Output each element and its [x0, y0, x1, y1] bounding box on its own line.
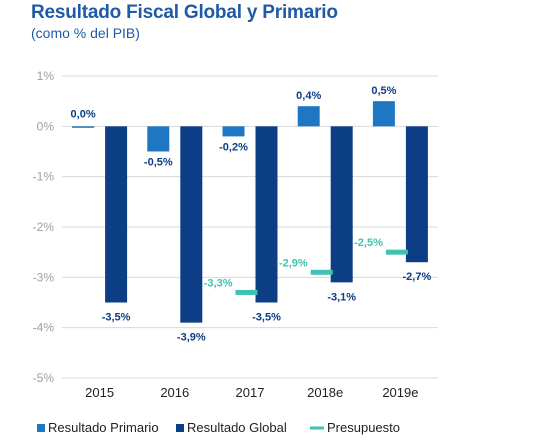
data-label-primario: 0,5%: [371, 85, 396, 97]
x-tick-label: 2017: [236, 385, 265, 400]
bar-resultado-global: [105, 126, 128, 303]
bar-resultado-primario: [372, 101, 395, 127]
marker-presupuesto: [310, 269, 333, 275]
legend-primario-label: Resultado Primario: [48, 420, 159, 435]
data-label-primario: -0,2%: [219, 141, 248, 153]
y-tick-label: 1%: [37, 69, 55, 83]
bar-resultado-global: [180, 126, 203, 323]
x-tick-label: 2018e: [307, 385, 343, 400]
bar-resultado-primario: [222, 126, 245, 137]
y-tick-label: 0%: [37, 119, 55, 133]
chart-title: Resultado Fiscal Global y Primario: [31, 2, 338, 23]
legend-global-swatch: [176, 424, 184, 432]
bar-resultado-global: [330, 126, 353, 283]
bar-resultado-primario: [297, 106, 320, 127]
data-label-presupuesto: -3,3%: [204, 277, 233, 289]
legend-presupuesto-swatch: [310, 426, 324, 430]
y-tick-label: -5%: [33, 371, 55, 385]
data-label-presupuesto: -2,9%: [279, 257, 308, 269]
x-tick-label: 2019e: [382, 385, 418, 400]
data-label-global: -3,1%: [327, 291, 356, 303]
data-label-primario: 0,0%: [71, 108, 96, 120]
y-tick-label: -2%: [33, 220, 55, 234]
chart-subtitle: (como % del PIB): [31, 25, 140, 41]
data-label-global: -3,9%: [177, 332, 206, 344]
x-tick-label: 2015: [85, 385, 114, 400]
data-label-global: -3,5%: [102, 312, 131, 324]
bar-resultado-global: [405, 126, 428, 263]
data-label-primario: 0,4%: [296, 90, 321, 102]
bar-resultado-primario: [147, 126, 170, 152]
marker-presupuesto: [385, 249, 408, 255]
data-label-presupuesto: -2,5%: [354, 237, 383, 249]
legend-presupuesto-label: Presupuesto: [327, 420, 400, 435]
data-label-global: -2,7%: [403, 271, 432, 283]
bar-resultado-primario: [72, 126, 95, 128]
y-tick-label: -4%: [33, 321, 55, 335]
bar-resultado-global: [255, 126, 278, 303]
y-tick-label: -1%: [33, 170, 55, 184]
data-label-primario: -0,5%: [144, 157, 173, 169]
legend-global-label: Resultado Global: [187, 420, 287, 435]
marker-presupuesto: [235, 289, 258, 295]
x-tick-label: 2016: [160, 385, 189, 400]
y-tick-label: -3%: [33, 270, 55, 284]
data-label-global: -3,5%: [252, 312, 281, 324]
legend-primario-swatch: [37, 424, 45, 432]
